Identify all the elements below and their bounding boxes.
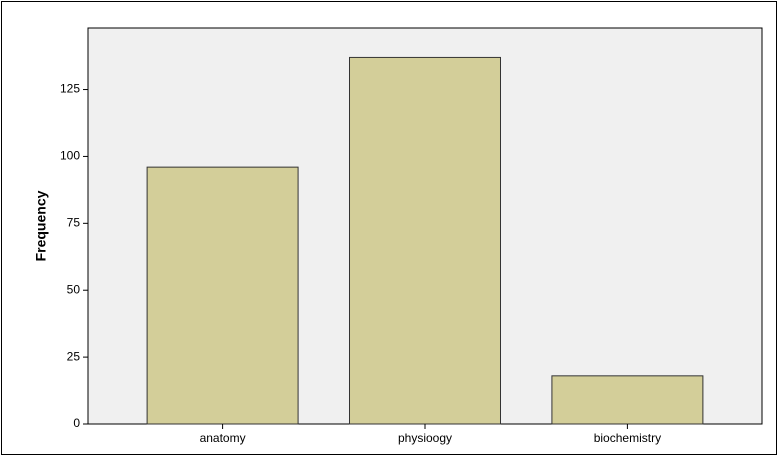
- y-tick-label: 75: [67, 215, 81, 229]
- y-tick-label: 50: [67, 282, 81, 296]
- y-tick-label: 125: [60, 82, 80, 96]
- bar: [551, 375, 704, 425]
- x-tick-label: physioogy: [398, 431, 452, 445]
- y-tick-label: 0: [73, 416, 80, 430]
- x-tick-label: biochemistry: [594, 431, 661, 445]
- x-tick-label: anatomy: [200, 431, 246, 445]
- y-axis-label: Frequency: [33, 190, 49, 261]
- y-tick-label: 100: [60, 149, 80, 163]
- bar: [349, 56, 501, 425]
- y-tick-label: 25: [67, 349, 81, 363]
- bar: [146, 166, 299, 425]
